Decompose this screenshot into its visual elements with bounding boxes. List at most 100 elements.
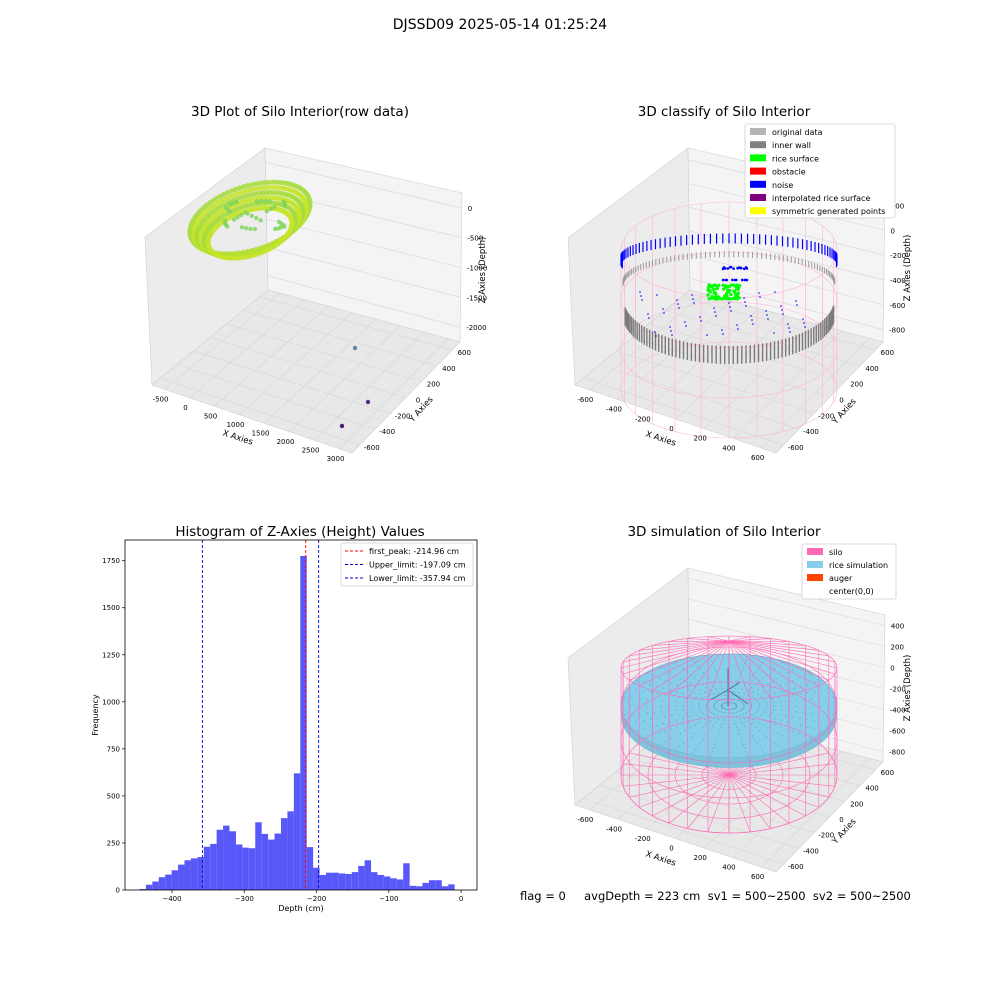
- ring-point: [248, 226, 253, 232]
- rice-grid-point: [665, 740, 667, 743]
- rice-grid-point: [747, 689, 749, 692]
- rice-grid-point: [715, 701, 717, 704]
- rice-grid-point: [669, 689, 671, 691]
- rice-grid-point: [742, 697, 745, 699]
- rice-grid-point: [717, 733, 720, 735]
- rice-surface-point: [729, 283, 733, 287]
- z-tick-label: -400: [890, 707, 906, 715]
- legend-swatch: [807, 587, 823, 594]
- noise-point: [759, 296, 761, 298]
- rice-grid-point: [765, 702, 767, 704]
- ring-point: [249, 181, 255, 188]
- histogram-ylabel: Frequency: [91, 694, 100, 736]
- y-tick-label: 0: [839, 397, 843, 405]
- rice-grid-point: [800, 685, 802, 688]
- histogram-bar: [409, 885, 417, 890]
- rice-grid-point: [719, 729, 721, 732]
- rice-grid-point: [756, 700, 759, 702]
- rice-grid-point: [738, 677, 741, 679]
- rice-grid-point: [776, 677, 779, 680]
- rice-grid-point: [725, 708, 728, 711]
- rice-grid-point: [720, 715, 722, 717]
- rice-grid-point: [723, 702, 725, 704]
- rice-surface-point: [716, 297, 720, 301]
- y-tick-label: -400: [803, 847, 819, 855]
- rice-grid-point: [736, 715, 738, 717]
- rice-grid-point: [676, 684, 678, 687]
- histogram-bar: [293, 773, 301, 890]
- rice-grid-point: [780, 684, 782, 687]
- rice-grid-point: [650, 718, 652, 721]
- y-tick-label: 200: [427, 381, 440, 389]
- noise-point: [685, 325, 687, 327]
- rice-grid-point: [656, 685, 658, 688]
- rice-grid-point: [703, 718, 706, 721]
- rice-surface-point: [706, 286, 710, 290]
- x-tick-label: −400: [162, 895, 181, 903]
- noise-point: [714, 311, 716, 313]
- ring-point: [265, 179, 272, 185]
- rice-grid-point: [810, 698, 812, 700]
- noise-point: [669, 326, 671, 328]
- legend-swatch: [750, 180, 766, 188]
- x-tick-label: -600: [577, 816, 593, 824]
- rice-grid-point: [691, 708, 693, 710]
- rice-grid-point: [646, 712, 648, 714]
- rice-grid-point: [770, 712, 773, 715]
- rice-grid-point: [809, 737, 811, 739]
- rice-grid-point: [658, 732, 661, 735]
- rice-grid-point: [743, 704, 745, 706]
- rice-surface-point: [735, 283, 739, 287]
- noise-point: [745, 305, 747, 307]
- y-tick-label: 200: [850, 800, 863, 808]
- z-tick-label: -800: [889, 327, 905, 335]
- rice-grid-point: [763, 711, 766, 713]
- histogram-bar: [235, 844, 243, 890]
- rice-grid-point: [792, 730, 794, 732]
- rice-grid-point: [662, 723, 665, 725]
- rice-grid-point: [737, 680, 739, 683]
- histogram-bar: [448, 884, 455, 890]
- noise-point: [692, 298, 694, 300]
- z-tick-label: 200: [891, 202, 904, 210]
- rice-grid-point: [796, 705, 798, 707]
- panel1-title: 3D Plot of Silo Interior(row data): [191, 104, 409, 120]
- rice-grid-point: [704, 675, 707, 677]
- rice-grid-point: [669, 738, 672, 740]
- rice-grid-point: [690, 705, 692, 707]
- noise-point: [744, 301, 746, 303]
- rice-grid-point: [734, 722, 737, 725]
- legend-label: center(0,0): [829, 587, 874, 596]
- rice-grid-point: [825, 697, 827, 699]
- histogram-bar: [216, 829, 224, 890]
- legend-swatch: [750, 128, 766, 135]
- y-tick-label: 0: [839, 816, 843, 824]
- histogram-bar: [268, 839, 275, 890]
- panel1-ring-points: [187, 179, 313, 261]
- ring-point: [282, 224, 287, 230]
- ring-point: [264, 208, 270, 214]
- rice-grid-point: [758, 705, 760, 707]
- rice-grid-point: [689, 683, 691, 685]
- rice-grid-point: [751, 735, 754, 737]
- y-tick-label: 400: [865, 365, 878, 373]
- rice-grid-point: [692, 699, 695, 701]
- rice-grid-point: [734, 687, 737, 690]
- rice-grid-point: [718, 699, 720, 702]
- noise-point: [736, 324, 738, 326]
- rice-grid-point: [810, 712, 812, 714]
- rice-grid-point: [716, 736, 718, 739]
- rice-grid-point: [698, 705, 700, 707]
- rice-grid-point: [795, 699, 797, 702]
- rice-grid-point: [697, 745, 699, 747]
- histogram-bar: [428, 880, 436, 890]
- rice-grid-point: [670, 728, 672, 730]
- ring-point: [307, 199, 313, 205]
- rice-grid-point: [741, 722, 743, 724]
- rice-grid-point: [724, 708, 726, 710]
- rice-grid-point: [642, 719, 645, 722]
- rice-grid-point: [698, 730, 700, 732]
- y-tick-label: 250: [107, 839, 120, 847]
- ring-point: [272, 204, 277, 210]
- rice-grid-point: [713, 706, 715, 708]
